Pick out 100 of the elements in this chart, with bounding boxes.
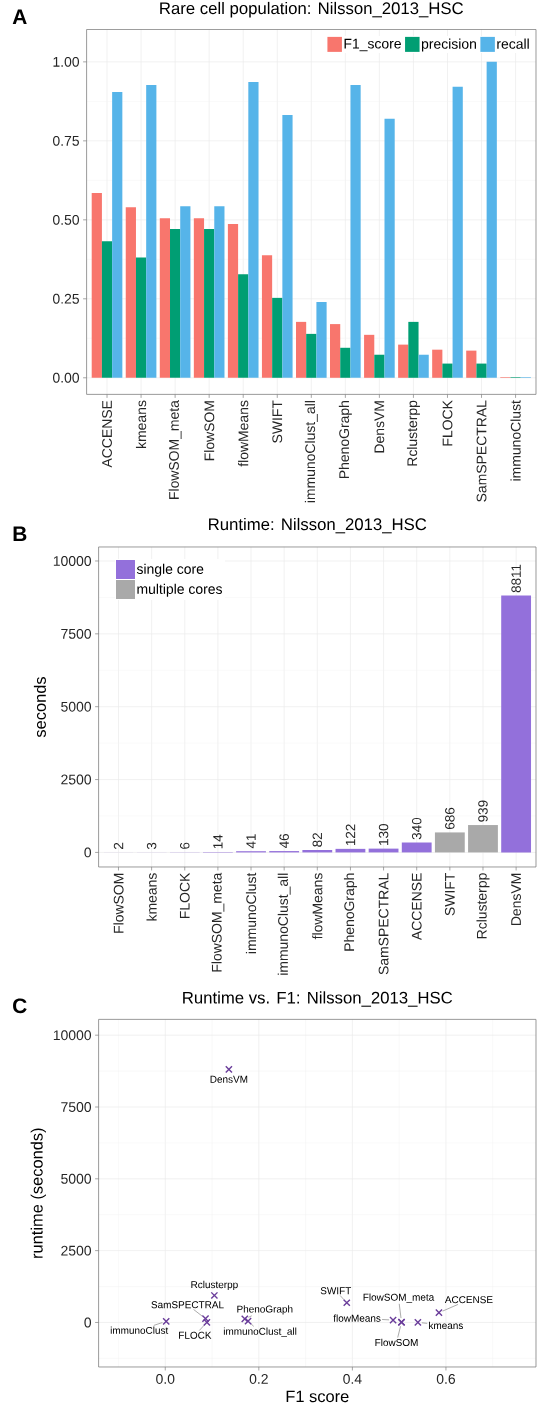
- bar: [398, 344, 409, 378]
- data-label: FlowSOM_meta: [363, 1293, 435, 1303]
- data-label: 939: [478, 800, 488, 822]
- bar: [91, 192, 102, 378]
- y-axis-title: seconds: [33, 676, 46, 738]
- point: [201, 1314, 210, 1323]
- x-tick-label: flowMeans: [238, 400, 249, 467]
- data-label: 2: [113, 842, 124, 849]
- legend-label: single core: [136, 563, 204, 577]
- data-label: SWIFT: [320, 1287, 352, 1295]
- point: [240, 1315, 249, 1323]
- x-tick-label: 0.0: [156, 1373, 175, 1384]
- x-tick-label: Rclusterpp: [406, 400, 420, 466]
- data-label: immunoClust: [110, 1326, 169, 1334]
- text: A: [12, 9, 27, 24]
- bar: [261, 255, 273, 378]
- bar: [384, 118, 395, 378]
- legend-label: precision: [421, 38, 476, 52]
- x-tick-label: 0.2: [249, 1373, 268, 1384]
- data-label: DensVM: [210, 1075, 248, 1083]
- bar: [468, 825, 498, 853]
- x-tick-label: FlowSOM: [204, 401, 215, 461]
- bar: [306, 333, 317, 378]
- x-tick-label: ACCENSE: [411, 873, 422, 941]
- y-tick-label: 0: [84, 847, 92, 858]
- x-tick-label: 0.4: [343, 1373, 362, 1384]
- bar: [295, 321, 307, 378]
- y-tick-label: 10000: [53, 556, 92, 566]
- y-tick-label: 5000: [61, 1173, 92, 1184]
- x-tick-label: FlowSOM_meta: [168, 400, 182, 499]
- data-label: FLOCK: [179, 1331, 212, 1339]
- bar: [434, 832, 465, 853]
- bar: [418, 354, 429, 378]
- y-tick-label: 7500: [61, 1102, 92, 1112]
- x-tick-label: SamSPECTRAL: [476, 400, 487, 502]
- data-label: 46: [279, 834, 289, 849]
- x-tick-label: immunoClust_all: [304, 401, 318, 503]
- bar: [214, 206, 225, 378]
- x-tick-label: immunoClust: [245, 872, 257, 954]
- bar: [316, 301, 327, 378]
- point: [225, 1065, 233, 1074]
- chart-title: Runtime: Nilsson_2013_HSC: [209, 517, 427, 534]
- bar: [272, 297, 283, 378]
- y-tick-label: 10000: [53, 1030, 92, 1041]
- data-label: SamSPECTRAL: [151, 1301, 224, 1309]
- y-axis-title: runtime (seconds): [30, 1128, 46, 1258]
- bar: [432, 349, 443, 378]
- bar: [350, 84, 361, 378]
- data-label: immunoClust_all: [223, 1327, 297, 1337]
- data-label: 340: [411, 817, 422, 840]
- bar: [101, 241, 113, 378]
- data-label: 130: [378, 824, 389, 845]
- data-label: 6: [179, 842, 190, 849]
- bar: [364, 334, 375, 378]
- bar: [330, 324, 341, 378]
- bar: [282, 114, 293, 378]
- data-label: 41: [246, 834, 256, 849]
- point: [210, 1291, 219, 1300]
- y-tick-label: 5000: [61, 701, 92, 712]
- bar: [159, 218, 171, 378]
- chart-title: Runtime vs. F1: Nilsson_2013_HSC: [183, 991, 453, 1007]
- y-tick-label: 0.75: [52, 135, 79, 146]
- y-tick-label: 0.25: [52, 293, 79, 304]
- bar: [408, 321, 419, 378]
- data-label: 3: [146, 842, 157, 850]
- bar: [374, 354, 385, 378]
- x-tick-label: FlowSOM: [113, 873, 124, 933]
- x-tick-label: FLOCK: [442, 400, 453, 446]
- y-tick-label: 7500: [61, 628, 92, 639]
- bar: [476, 363, 487, 378]
- x-tick-label: SamSPECTRAL: [378, 873, 389, 975]
- data-label: FlowSOM: [375, 1338, 418, 1347]
- data-label: 8811: [511, 564, 521, 593]
- bar: [238, 274, 249, 378]
- x-tick-label: kmeans: [146, 873, 157, 921]
- bar: [486, 61, 497, 378]
- legend-label: recall: [497, 38, 529, 49]
- bar: [501, 595, 532, 853]
- x-tick-label: SWIFT: [444, 872, 455, 916]
- x-tick-label: DensVM: [511, 873, 521, 926]
- x-tick-label: 0.6: [436, 1373, 456, 1384]
- y-tick-label: 0.00: [52, 372, 80, 383]
- data-label: 82: [312, 833, 323, 847]
- x-tick-label: PhenoGraph: [338, 400, 352, 479]
- data-label: 686: [445, 807, 455, 830]
- data-label: ACCENSE: [444, 1296, 493, 1304]
- y-tick-label: 2500: [61, 774, 92, 785]
- data-label: PhenoGraph: [237, 1305, 293, 1315]
- text: B: [13, 526, 27, 541]
- y-tick-label: 1.00: [53, 56, 80, 67]
- bar: [227, 223, 239, 378]
- x-tick-label: PhenoGraph: [343, 873, 357, 951]
- x-tick-label: immunoClust_all: [277, 873, 291, 975]
- bar: [135, 257, 147, 378]
- bar: [125, 207, 136, 378]
- point: [342, 1298, 351, 1307]
- bar: [112, 91, 123, 378]
- x-tick-label: Rclusterpp: [476, 873, 490, 939]
- y-tick-label: 0: [84, 1317, 92, 1328]
- y-tick-label: 2500: [61, 1245, 92, 1256]
